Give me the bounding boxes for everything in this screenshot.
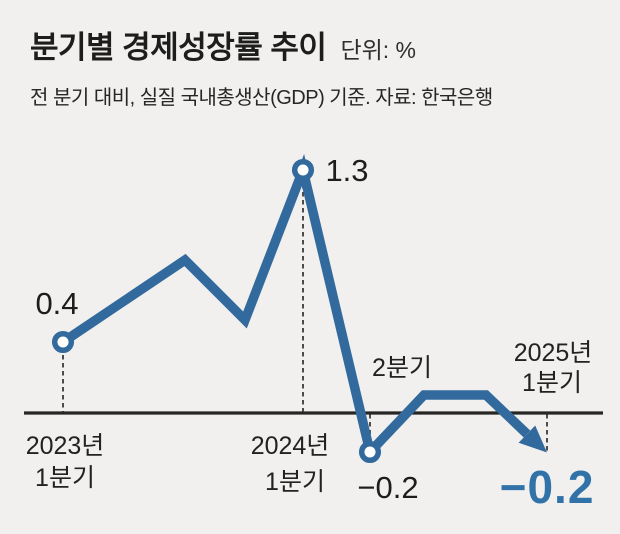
value-label-2023q1: 0.4: [35, 286, 78, 321]
xlabel-2023-quarter: 1분기: [35, 464, 95, 492]
chart-header: 분기별 경제성장률 추이 단위: % 전 분기 대비, 실질 국내총생산(GDP…: [30, 22, 600, 110]
xlabel-2024q2: 2분기: [372, 354, 432, 382]
marker-2024q2: [358, 440, 382, 464]
xlabel-2024-quarter: 1분기: [265, 468, 325, 496]
value-label-2025q1: −0.2: [500, 461, 595, 513]
xlabel-2025-year: 2025년: [514, 339, 593, 367]
trend-arrowhead-icon: [518, 425, 547, 453]
title-row: 분기별 경제성장률 추이 단위: %: [30, 22, 600, 67]
growth-line: [60, 154, 531, 462]
xlabel-2025-quarter: 1분기: [522, 369, 582, 397]
xlabel-2023-year: 2023년: [26, 432, 105, 460]
marker-2023q1: [51, 330, 75, 354]
chart-subtitle: 전 분기 대비, 실질 국내총생산(GDP) 기준. 자료: 한국은행: [30, 87, 493, 109]
unit-label: 단위: %: [340, 37, 416, 63]
value-label-2024q1: 1.3: [325, 153, 368, 188]
value-label-2024q2: −0.2: [357, 470, 418, 505]
marker-2024q1: [291, 158, 315, 182]
dashed-guides: [62, 184, 548, 452]
page-title: 분기별 경제성장률 추이: [30, 30, 327, 65]
data-point-markers: [51, 158, 382, 464]
xlabel-2024-year: 2024년: [251, 432, 330, 460]
